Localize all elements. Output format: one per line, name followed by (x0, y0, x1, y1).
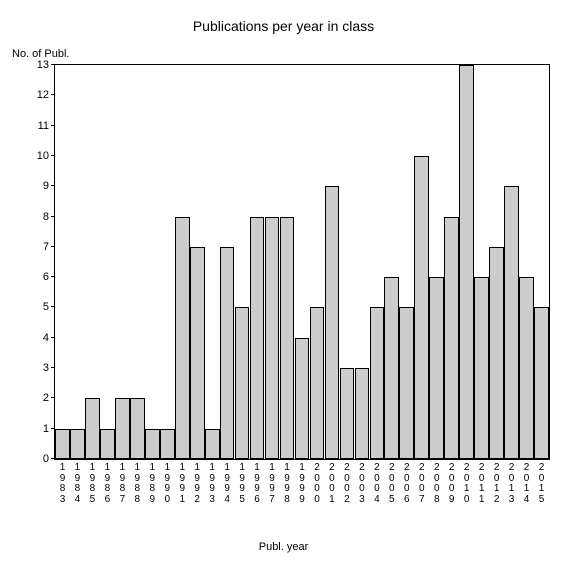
bar (280, 217, 295, 459)
xtick-label: 1987 (115, 459, 130, 505)
ytick-label: 2 (43, 392, 55, 404)
xtick-label: 1996 (250, 459, 265, 505)
xtick-label: 1995 (235, 459, 250, 505)
ytick-mark (51, 94, 55, 95)
xtick-label: 1992 (190, 459, 205, 505)
xtick-label: 1984 (70, 459, 85, 505)
xtick-label: 2008 (429, 459, 444, 505)
bar (205, 429, 220, 459)
plot-area: 012345678910111213 198319841985198619871… (54, 64, 550, 460)
bar (160, 429, 175, 459)
bar (459, 65, 474, 459)
bar (340, 368, 355, 459)
xtick-label: 1998 (280, 459, 295, 505)
ytick-label: 4 (43, 332, 55, 344)
xtick-label: 2009 (444, 459, 459, 505)
bar (130, 398, 145, 459)
xtick-label: 1989 (145, 459, 160, 505)
bar (235, 307, 250, 459)
xtick-label: 2014 (519, 459, 534, 505)
bar (220, 247, 235, 459)
ytick-mark (51, 428, 55, 429)
ytick-mark (51, 306, 55, 307)
ytick-mark (51, 216, 55, 217)
xtick-label: 1997 (265, 459, 280, 505)
bar (55, 429, 70, 459)
xtick-label: 2006 (399, 459, 414, 505)
xtick-label: 2002 (339, 459, 354, 505)
ytick-mark (51, 246, 55, 247)
xtick-label: 1985 (85, 459, 100, 505)
bar (414, 156, 429, 459)
ytick-mark (51, 276, 55, 277)
ytick-mark (51, 64, 55, 65)
bar (190, 247, 205, 459)
xtick-label: 2005 (384, 459, 399, 505)
ytick-label: 6 (43, 271, 55, 283)
ytick-mark (51, 185, 55, 186)
xtick-label: 1990 (160, 459, 175, 505)
ytick-label: 11 (38, 120, 55, 132)
bar (489, 247, 504, 459)
bar (399, 307, 414, 459)
chart-container: Publications per year in class No. of Pu… (0, 0, 567, 567)
xtick-label: 2004 (369, 459, 384, 505)
ytick-label: 8 (43, 211, 55, 223)
bar (429, 277, 444, 459)
bar (70, 429, 85, 459)
ytick-mark (51, 397, 55, 398)
xtick-label: 2010 (459, 459, 474, 505)
bar (534, 307, 549, 459)
xtick-label: 2003 (354, 459, 369, 505)
ytick-label: 13 (37, 59, 55, 71)
ytick-mark (51, 125, 55, 126)
bar (504, 186, 519, 459)
bar (295, 338, 310, 459)
bar (265, 217, 280, 459)
xtick-label: 1994 (220, 459, 235, 505)
ytick-label: 9 (43, 180, 55, 192)
bar (85, 398, 100, 459)
bar (384, 277, 399, 459)
ytick-mark (51, 337, 55, 338)
bar (519, 277, 534, 459)
xtick-label: 2007 (414, 459, 429, 505)
bar (100, 429, 115, 459)
bar (310, 307, 325, 459)
xtick-label: 2011 (474, 459, 489, 505)
bar (115, 398, 130, 459)
xtick-label: 1993 (205, 459, 220, 505)
ytick-mark (51, 155, 55, 156)
xtick-label: 1999 (295, 459, 310, 505)
xtick-label: 2015 (534, 459, 549, 505)
bar (175, 217, 190, 459)
bar (250, 217, 265, 459)
ytick-label: 1 (43, 423, 55, 435)
xtick-label: 2000 (309, 459, 324, 505)
bar (444, 217, 459, 459)
ytick-label: 12 (37, 89, 55, 101)
ytick-label: 5 (43, 301, 55, 313)
xtick-label: 2013 (504, 459, 519, 505)
ytick-label: 3 (43, 362, 55, 374)
ytick-label: 0 (43, 453, 55, 465)
bars-layer (55, 65, 549, 459)
bar (370, 307, 385, 459)
xtick-label: 1988 (130, 459, 145, 505)
bar (145, 429, 160, 459)
xtick-label: 1986 (100, 459, 115, 505)
bar (325, 186, 340, 459)
x-axis-label: Publ. year (0, 541, 567, 553)
ytick-label: 10 (37, 150, 55, 162)
xtick-label: 1991 (175, 459, 190, 505)
xtick-label: 2001 (324, 459, 339, 505)
xtick-label: 1983 (55, 459, 70, 505)
ytick-label: 7 (43, 241, 55, 253)
chart-title: Publications per year in class (0, 18, 567, 34)
bar (474, 277, 489, 459)
xtick-label: 2012 (489, 459, 504, 505)
bar (355, 368, 370, 459)
ytick-mark (51, 367, 55, 368)
